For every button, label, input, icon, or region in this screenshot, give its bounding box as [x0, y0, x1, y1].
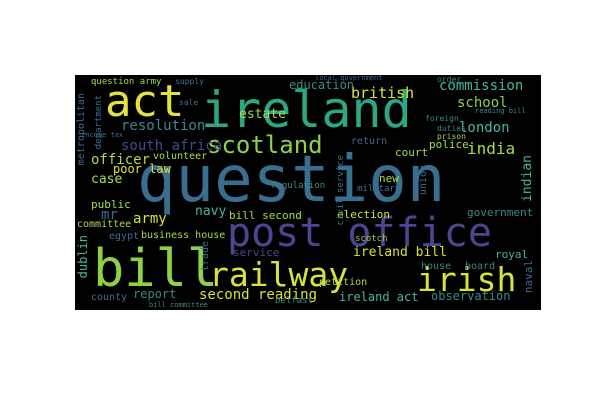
- word-foreign: foreign: [425, 114, 459, 123]
- word-resolution: resolution: [121, 118, 206, 134]
- word-union: union: [418, 165, 429, 196]
- word-cloud: question ireland post office bill railwa…: [75, 75, 541, 310]
- word-public: public: [91, 198, 131, 211]
- word-royal: royal: [495, 248, 529, 261]
- word-civil-service: civil service: [336, 155, 346, 226]
- word-case: case: [91, 172, 123, 187]
- word-commission: commission: [439, 78, 524, 94]
- word-india: india: [467, 139, 516, 158]
- word-education: education: [289, 78, 355, 92]
- word-return: return: [351, 136, 388, 147]
- word-reading-bill: reading bill: [475, 107, 526, 115]
- word-duties: duties: [437, 124, 466, 133]
- word-poor-law: poor law: [113, 162, 171, 176]
- word-irish: irish: [417, 260, 517, 299]
- word-question-army: question army: [91, 77, 162, 87]
- word-bill-second: bill second: [229, 209, 302, 222]
- word-regulation: regulation: [271, 181, 326, 191]
- word-military: military: [357, 184, 401, 194]
- word-order: order: [437, 75, 462, 84]
- word-mr: mr: [101, 207, 118, 223]
- word-service: service: [233, 246, 280, 259]
- word-army: army: [133, 211, 167, 227]
- word-railway: railway: [209, 255, 349, 294]
- word-local-government: local government: [315, 75, 383, 82]
- word-committee: committee: [77, 219, 132, 230]
- word-house: house: [421, 261, 452, 272]
- word-board: board: [465, 261, 496, 272]
- word-naval: naval: [522, 260, 535, 294]
- word-government: government: [467, 206, 534, 219]
- word-post-office: post office: [227, 210, 492, 256]
- word-report: report: [133, 287, 177, 301]
- word-petition: petition: [319, 277, 368, 288]
- word-british: british: [351, 84, 415, 102]
- word-bill-committee: bill committee: [149, 301, 209, 309]
- word-question: question: [137, 143, 446, 217]
- word-south-africa: south africa: [121, 138, 223, 154]
- word-supply: supply: [175, 77, 204, 86]
- word-trade: trade: [200, 241, 211, 272]
- word-navy: navy: [195, 204, 227, 219]
- word-belfast: belfast: [275, 296, 313, 306]
- word-indian: indian: [520, 155, 535, 202]
- word-court: court: [395, 146, 429, 159]
- word-business-house: business house: [141, 230, 226, 241]
- word-scotch: scotch: [355, 234, 388, 244]
- word-election: election: [337, 208, 390, 221]
- word-income-tax: income tax: [81, 131, 124, 139]
- word-egypt: egypt: [109, 231, 140, 242]
- word-ireland-bill: ireland bill: [353, 245, 447, 260]
- word-police: police: [429, 138, 469, 151]
- word-metropolitan: metropolitan: [76, 93, 87, 166]
- word-sale: sale: [179, 98, 199, 107]
- word-ireland: ireland: [201, 81, 412, 139]
- word-officer: officer: [91, 152, 151, 168]
- word-scotland: scotland: [207, 131, 323, 159]
- word-london: london: [459, 120, 510, 136]
- word-ireland-act: ireland act: [339, 290, 419, 304]
- word-bill: bill: [93, 239, 219, 299]
- word-department: department: [94, 95, 104, 150]
- word-county: county: [91, 292, 128, 303]
- word-new: new: [379, 172, 399, 185]
- word-observation: observation: [431, 289, 511, 303]
- word-act: act: [105, 76, 185, 127]
- word-second-reading: second reading: [199, 287, 318, 303]
- word-school: school: [457, 95, 508, 111]
- word-prison: prison: [437, 132, 466, 141]
- word-volunteer: volunteer: [153, 151, 208, 162]
- word-dublin: dublin: [76, 235, 90, 279]
- word-estate: estate: [239, 107, 286, 122]
